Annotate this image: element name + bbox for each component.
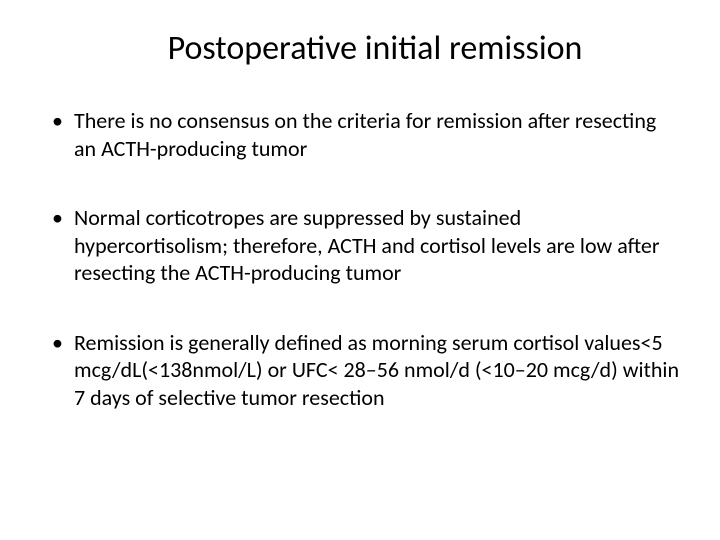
bullet-list: There is no consensus on the criteria fo… bbox=[40, 107, 680, 411]
bullet-item: Remission is generally defined as mornin… bbox=[50, 329, 680, 412]
bullet-item: Normal corticotropes are suppressed by s… bbox=[50, 204, 680, 287]
slide-title: Postoperative initial remission bbox=[40, 28, 680, 69]
bullet-item: There is no consensus on the criteria fo… bbox=[50, 107, 680, 162]
